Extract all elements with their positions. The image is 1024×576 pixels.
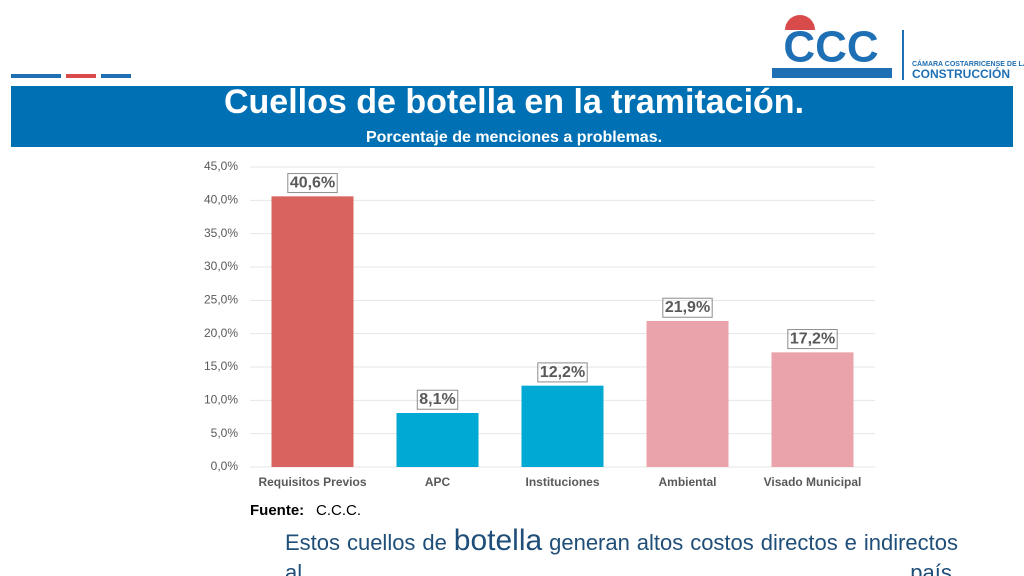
body-text: Estos cuellos de botella generan altos c… [285, 526, 958, 576]
body-part: Estos cuellos de [285, 530, 454, 555]
y-tick-label: 15,0% [204, 359, 238, 373]
data-label: 21,9% [665, 299, 710, 316]
y-tick-label: 30,0% [204, 259, 238, 273]
body-part: botella [453, 524, 543, 557]
source-text: C.C.C. [316, 502, 361, 519]
data-label-box [787, 329, 838, 350]
bar [521, 385, 604, 467]
body-part: generan altos costos directos e indirect… [285, 530, 959, 576]
data-label-box [416, 389, 459, 410]
bar [271, 196, 354, 468]
data-label: 12,2% [540, 364, 585, 381]
chart-subtitle: Porcentaje de menciones a problemas. [366, 129, 662, 146]
y-tick-label: 20,0% [204, 326, 238, 340]
y-tick-label: 25,0% [204, 293, 238, 307]
x-tick-label: Instituciones [525, 475, 599, 489]
stripe [101, 74, 131, 78]
chart-title: Cuellos de botella en la tramitación. [224, 83, 804, 121]
data-label: 40,6% [290, 175, 335, 192]
y-tick-label: 10,0% [204, 393, 238, 407]
logo-helmet [785, 15, 815, 30]
source-label: Fuente: [250, 502, 304, 519]
logo-base [772, 68, 892, 78]
y-tick-label: 35,0% [204, 226, 238, 240]
x-tick-label: Requisitos Previos [258, 475, 366, 489]
stripe [66, 74, 96, 78]
bar [646, 321, 729, 467]
stripe [11, 74, 61, 78]
y-tick-label: 40,0% [204, 193, 238, 207]
bar [396, 413, 479, 467]
data-label: 8,1% [419, 391, 455, 408]
logo-text: CONSTRUCCIÓN [912, 66, 1010, 81]
logo-text: CÁMARA COSTARRICENSE DE LA [912, 59, 1024, 68]
x-tick-label: APC [425, 475, 451, 489]
logo-mark: CCC [783, 23, 878, 72]
bar [771, 352, 854, 467]
data-label-box [537, 362, 588, 383]
y-tick-label: 45,0% [204, 159, 238, 173]
data-label: 17,2% [790, 331, 835, 348]
x-tick-label: Visado Municipal [764, 475, 862, 489]
data-label-box [287, 173, 338, 194]
title-banner [11, 86, 1013, 147]
y-tick-label: 0,0% [211, 459, 239, 473]
y-tick-label: 5,0% [211, 426, 239, 440]
x-tick-label: Ambiental [658, 475, 716, 489]
data-label-box [662, 297, 713, 318]
